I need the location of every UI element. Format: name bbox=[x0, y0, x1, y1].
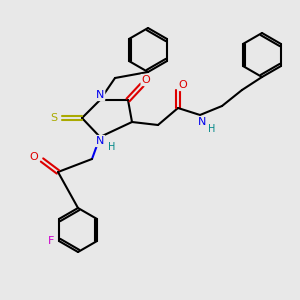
Text: N: N bbox=[96, 90, 104, 100]
Text: O: O bbox=[178, 80, 188, 90]
Text: H: H bbox=[108, 142, 116, 152]
Text: N: N bbox=[198, 117, 206, 127]
Text: F: F bbox=[48, 236, 54, 246]
Text: S: S bbox=[50, 113, 58, 123]
Text: O: O bbox=[30, 152, 38, 162]
Text: H: H bbox=[208, 124, 216, 134]
Text: N: N bbox=[96, 136, 104, 146]
Text: O: O bbox=[142, 75, 150, 85]
